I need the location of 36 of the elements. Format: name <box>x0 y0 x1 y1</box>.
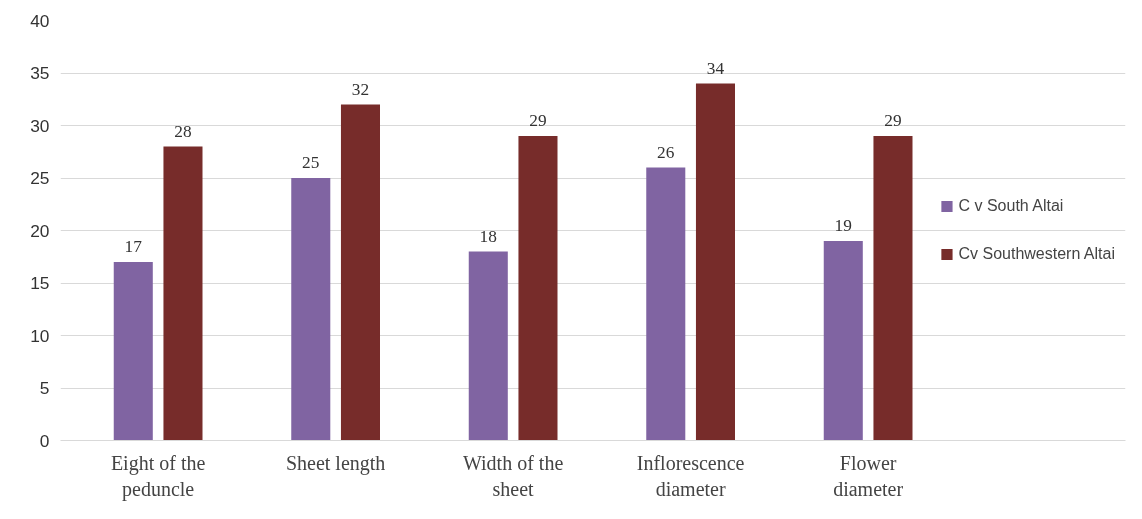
bar <box>695 83 735 441</box>
data-label: 29 <box>884 111 902 130</box>
x-tick-label: Width of the sheet <box>462 451 564 500</box>
y-tick-label: 25 <box>30 168 50 188</box>
legend-label: C v South Altai <box>958 197 1064 215</box>
y-tick-label: 15 <box>30 273 50 293</box>
data-label: 25 <box>302 153 320 172</box>
x-tick-label: Eight of the peduncle <box>110 451 206 501</box>
bar <box>873 136 913 441</box>
data-label: 26 <box>657 142 675 162</box>
x-tick-label: Sheet length <box>285 451 386 475</box>
y-tick-label: 10 <box>30 325 50 346</box>
data-label: 34 <box>706 58 725 78</box>
bar <box>113 262 153 441</box>
data-label: 18 <box>479 226 497 246</box>
y-tick-label: 40 <box>30 10 50 31</box>
bar <box>468 251 508 441</box>
y-tick-label: 5 <box>39 378 50 398</box>
y-tick-label: 0 <box>39 430 50 451</box>
bar <box>163 146 203 441</box>
y-tick-label: 30 <box>30 115 50 136</box>
bar <box>646 167 686 441</box>
y-tick-label: 20 <box>30 220 50 241</box>
x-tick-label: Inflorescence diameter <box>636 451 745 500</box>
data-label: 32 <box>351 79 370 99</box>
bar <box>823 241 863 441</box>
bar <box>291 178 331 441</box>
data-label: 17 <box>124 237 143 256</box>
bar <box>518 136 558 441</box>
legend-label: Cv Southwestern Altai <box>958 245 1115 263</box>
data-label: 19 <box>834 216 852 235</box>
data-label: 29 <box>529 111 547 130</box>
data-label: 28 <box>174 121 192 141</box>
x-tick-label: Flower diameter <box>833 451 904 500</box>
bar <box>340 104 380 441</box>
y-tick-label: 35 <box>30 63 50 83</box>
